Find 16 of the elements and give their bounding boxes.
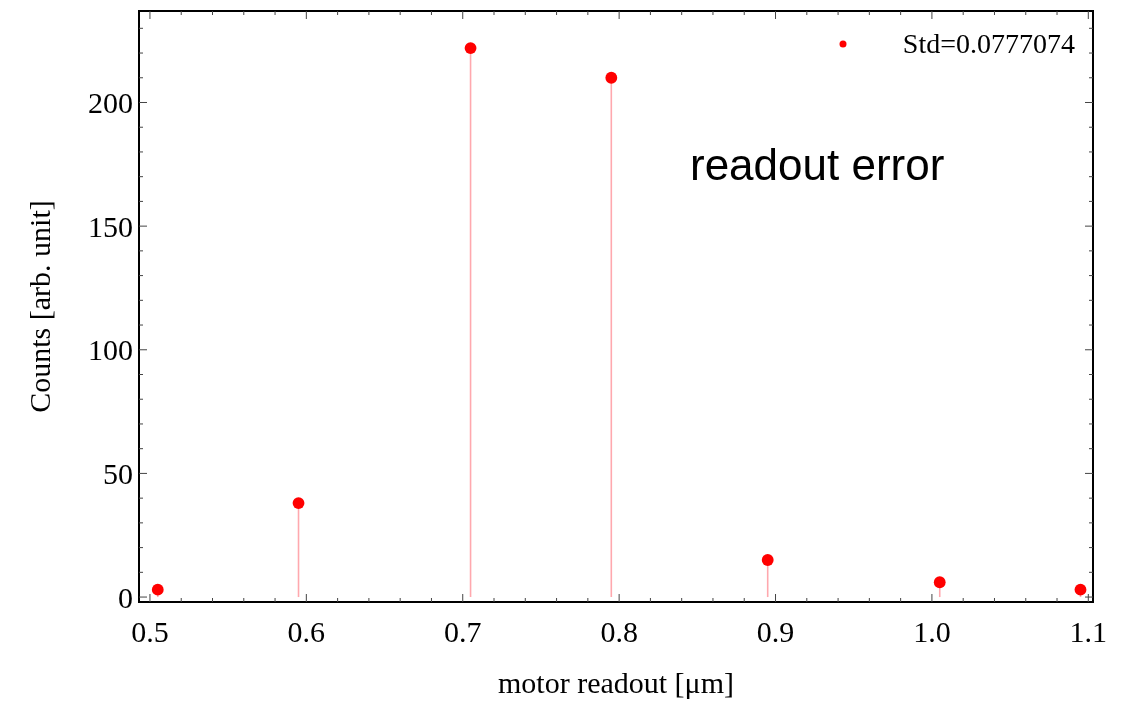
annotation: readout error (690, 140, 945, 189)
x-tick-label: 1.0 (913, 615, 951, 648)
x-tick-label: 0.6 (287, 615, 326, 648)
x-tick-label: 1.1 (1069, 615, 1108, 648)
x-tick-label: 0.7 (443, 615, 482, 648)
x-tick-label: 0.8 (600, 615, 638, 648)
x-tick-label: 0.9 (756, 615, 795, 648)
y-tick-label: 50 (103, 456, 133, 490)
x-tick-label: 0.5 (131, 615, 169, 648)
legend-label: Std=0.0777074 (902, 28, 1075, 59)
y-tick-label: 200 (88, 85, 133, 119)
y-axis-title: Counts [arb. unit] (23, 200, 56, 413)
y-tick-label: 0 (118, 580, 133, 614)
y-tick-label: 150 (88, 209, 133, 243)
x-axis-title: motor readout [μm] (497, 666, 735, 699)
y-tick-label: 100 (88, 333, 133, 367)
